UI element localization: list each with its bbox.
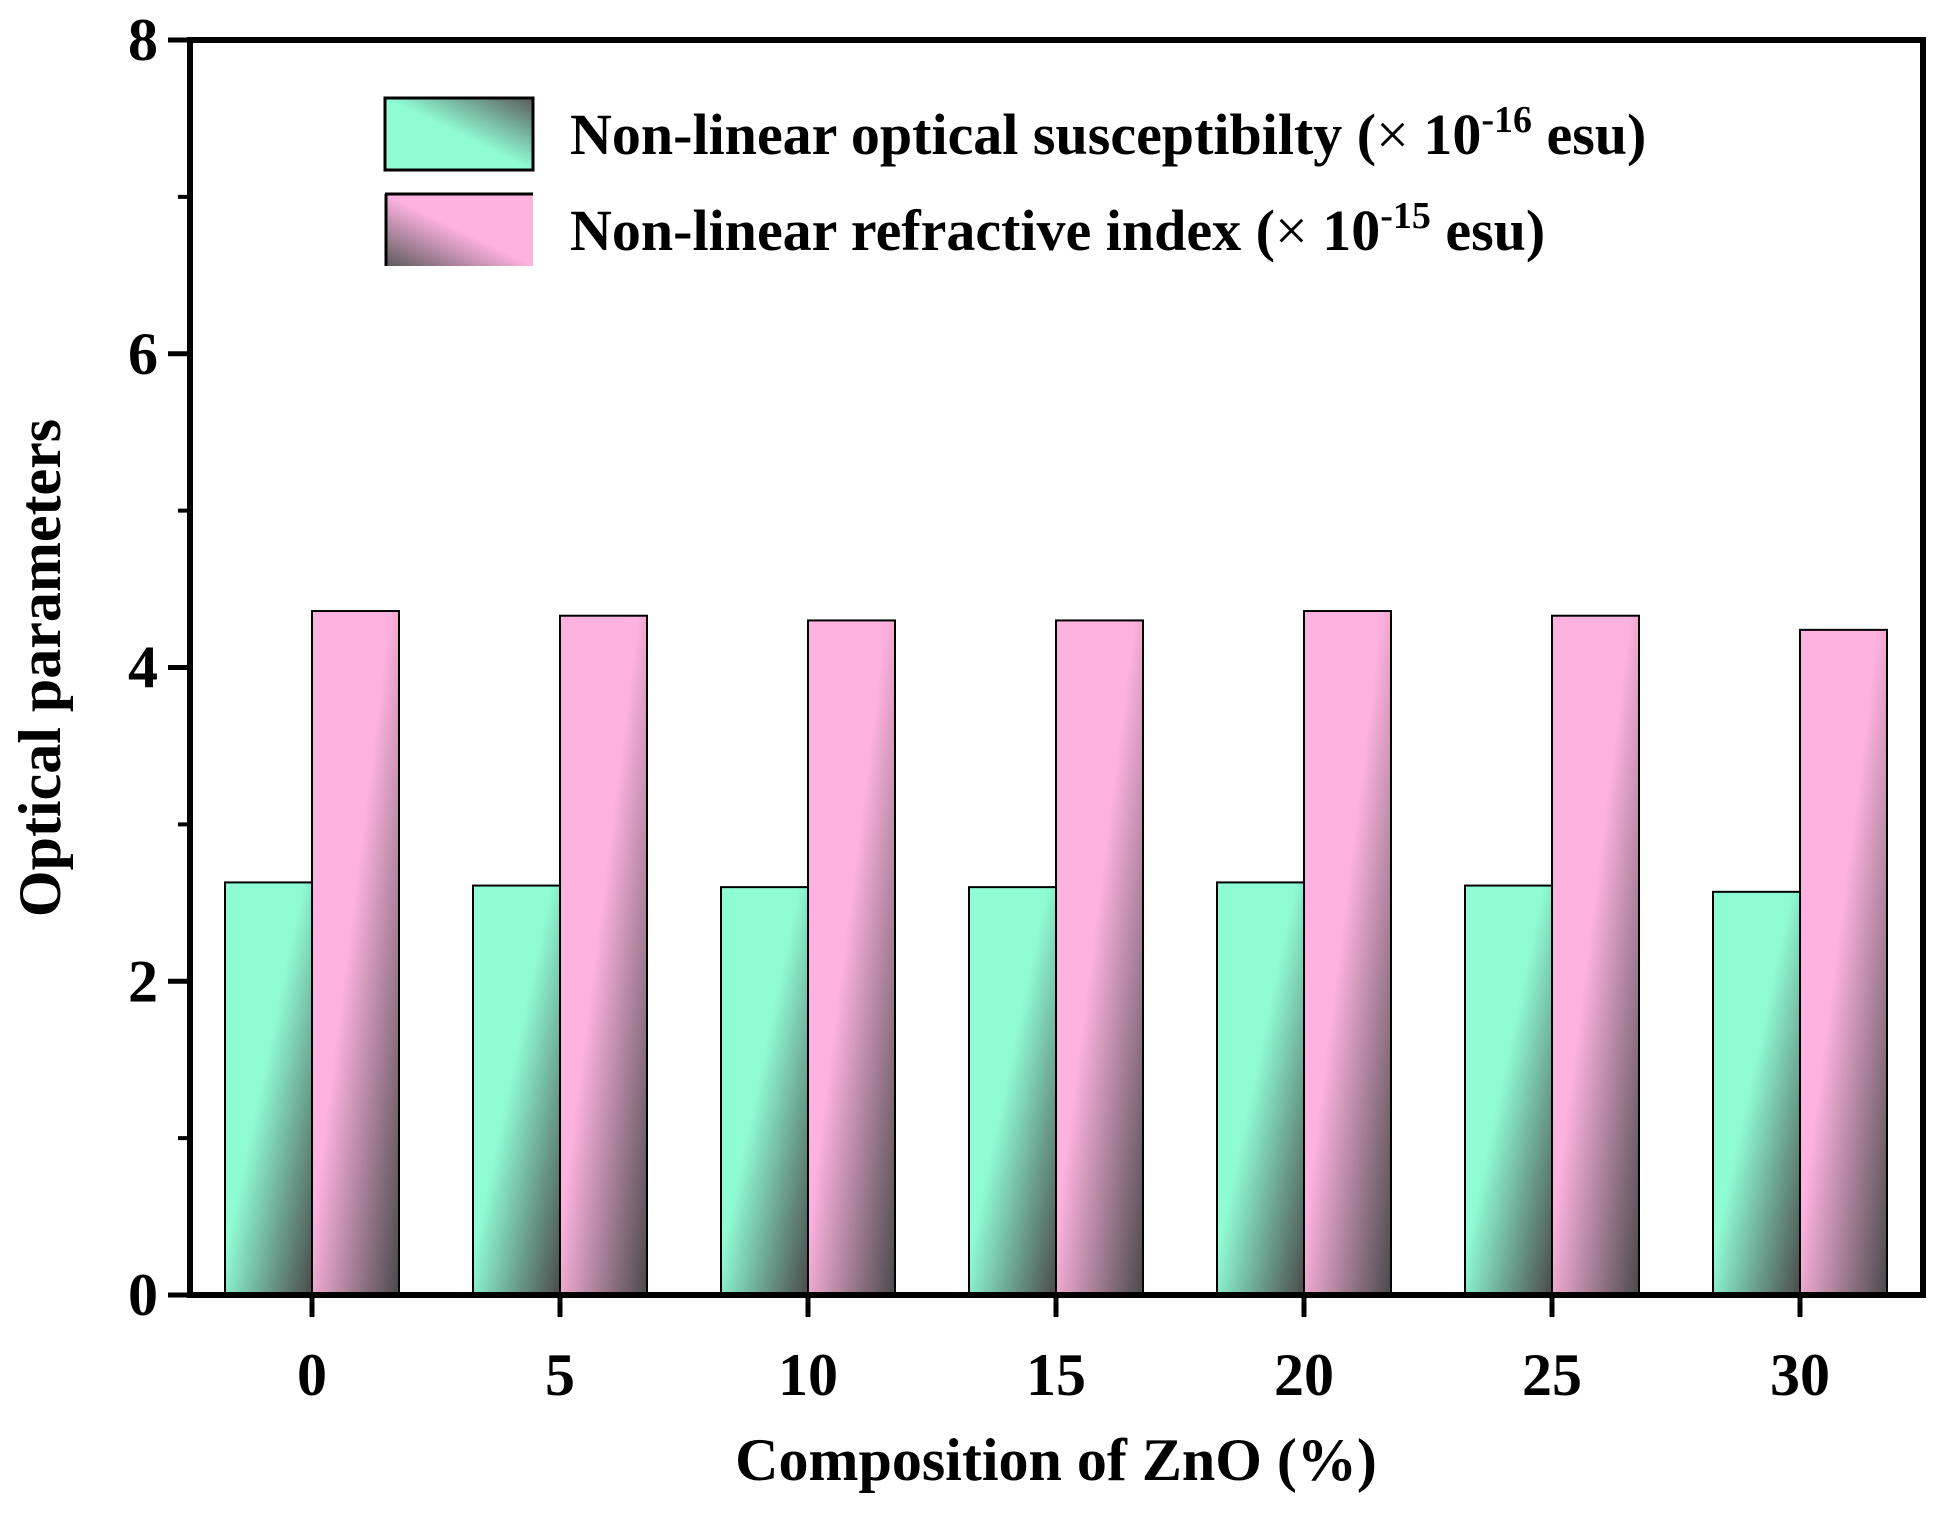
bar-refractive-index-0	[311, 610, 400, 1296]
x-tick-label-0: 0	[297, 1342, 327, 1408]
bar-refractive-index-20	[1303, 610, 1392, 1296]
bars-layer	[224, 610, 1888, 1297]
plot-frame	[187, 37, 1926, 1298]
bar-refractive-index-5	[559, 614, 648, 1296]
y-tick-label-8: 8	[128, 7, 158, 73]
y-tick-label-6: 6	[128, 321, 158, 387]
y-axis-label: Optical parameters	[7, 419, 73, 917]
y-tick-label-2: 2	[128, 948, 158, 1014]
x-tick-label-15: 15	[1026, 1342, 1086, 1408]
legend-swatch-susceptibility	[383, 96, 535, 172]
bar-refractive-index-15	[1055, 619, 1144, 1296]
bar-susceptibility-15	[968, 886, 1057, 1296]
x-tick-label-30: 30	[1770, 1342, 1830, 1408]
bar-susceptibility-25	[1464, 884, 1553, 1297]
y-tick-label-4: 4	[128, 635, 158, 701]
bar-susceptibility-0	[224, 881, 313, 1296]
y-tick-label-0: 0	[128, 1262, 158, 1328]
legend: Non-linear optical susceptibilty (× 10-1…	[383, 96, 1646, 266]
y-ticks-layer: 0 2 4 6 8	[128, 7, 190, 1328]
x-tick-label-25: 25	[1522, 1342, 1582, 1408]
bar-refractive-index-30	[1799, 628, 1888, 1296]
x-tick-label-10: 10	[778, 1342, 838, 1408]
bar-refractive-index-10	[807, 619, 896, 1296]
bar-susceptibility-20	[1216, 881, 1305, 1296]
legend-label-refractive-index: Non-linear refractive index (× 10-15 esu…	[570, 195, 1545, 263]
x-ticks-layer: 0 5 10 15 20 25 30	[297, 1295, 1830, 1408]
bar-refractive-index-25	[1551, 614, 1640, 1296]
bar-susceptibility-10	[720, 886, 809, 1296]
bar-susceptibility-5	[472, 884, 561, 1297]
x-tick-label-5: 5	[545, 1342, 575, 1408]
legend-label-susceptibility: Non-linear optical susceptibilty (× 10-1…	[570, 99, 1646, 167]
x-tick-label-20: 20	[1274, 1342, 1334, 1408]
bar-susceptibility-30	[1712, 890, 1801, 1296]
legend-swatch-refractive-index	[385, 194, 533, 266]
x-axis-label: Composition of ZnO (%)	[735, 1427, 1377, 1493]
